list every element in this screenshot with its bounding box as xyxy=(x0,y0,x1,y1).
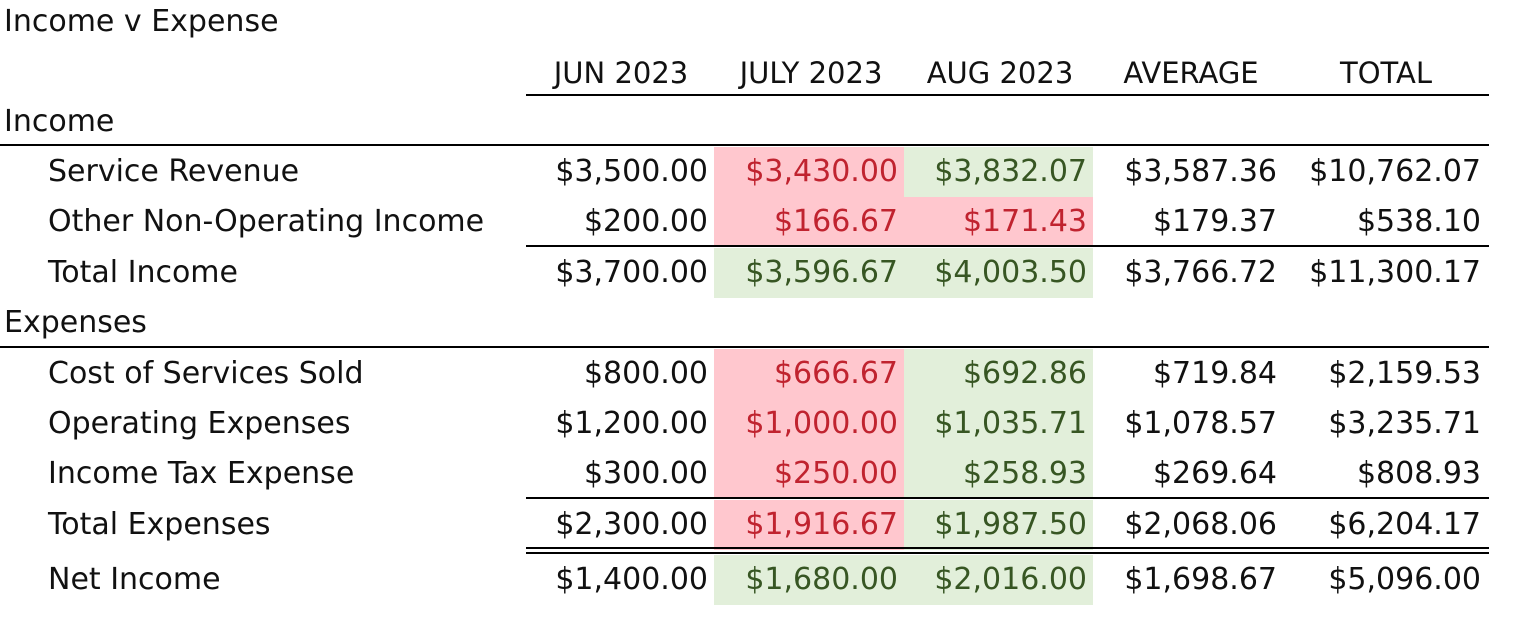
value-cell: $166.67 xyxy=(714,197,904,247)
table-row: Operating Expenses $1,200.00 $1,000.00 $… xyxy=(0,399,1534,449)
value-cell: $10,762.07 xyxy=(1309,154,1481,189)
value-cell: $3,832.07 xyxy=(904,147,1093,197)
report-title: Income v Expense xyxy=(4,4,279,39)
value-cell: $2,016.00 xyxy=(904,555,1093,605)
value-cell: $171.43 xyxy=(904,197,1093,247)
table-row: Cost of Services Sold $800.00 $666.67 $6… xyxy=(0,349,1534,399)
value-cell: $2,300.00 xyxy=(555,507,708,542)
section-label-income: Income xyxy=(4,104,115,139)
value-cell: $2,159.53 xyxy=(1328,356,1481,391)
value-cell: $3,596.67 xyxy=(714,248,904,298)
value-cell: $1,078.57 xyxy=(1124,406,1277,441)
value-cell: $5,096.00 xyxy=(1328,562,1481,597)
net-income-double-divider xyxy=(526,547,1489,554)
value-cell: $1,035.71 xyxy=(904,399,1093,449)
row-label: Income Tax Expense xyxy=(48,456,355,491)
value-cell: $800.00 xyxy=(583,356,708,391)
value-cell: $3,587.36 xyxy=(1124,154,1277,189)
column-header-jun-2023: JUN 2023 xyxy=(553,56,689,90)
row-label: Operating Expenses xyxy=(48,406,351,441)
value-cell: $258.93 xyxy=(904,449,1093,499)
value-cell: $1,400.00 xyxy=(555,562,708,597)
value-cell: $1,698.67 xyxy=(1124,562,1277,597)
section-label-expenses: Expenses xyxy=(4,305,147,340)
value-cell: $11,300.17 xyxy=(1309,255,1481,290)
column-header-july-2023: JULY 2023 xyxy=(739,56,883,90)
value-cell: $692.86 xyxy=(904,349,1093,399)
table-row: Income Tax Expense $300.00 $250.00 $258.… xyxy=(0,449,1534,499)
net-income-row: Net Income $1,400.00 $1,680.00 $2,016.00… xyxy=(0,555,1534,605)
value-cell: $666.67 xyxy=(714,349,904,399)
value-cell: $1,000.00 xyxy=(714,399,904,449)
value-cell: $3,235.71 xyxy=(1328,406,1481,441)
value-cell: $808.93 xyxy=(1356,456,1481,491)
value-cell: $6,204.17 xyxy=(1328,507,1481,542)
table-row: Service Revenue $3,500.00 $3,430.00 $3,8… xyxy=(0,147,1534,197)
row-label: Total Expenses xyxy=(48,507,271,542)
row-label: Other Non-Operating Income xyxy=(48,204,485,239)
table-row: Other Non-Operating Income $200.00 $166.… xyxy=(0,197,1534,247)
header-divider xyxy=(526,94,1489,96)
row-label: Cost of Services Sold xyxy=(48,356,364,391)
value-cell: $1,916.67 xyxy=(714,500,904,550)
row-label: Total Income xyxy=(48,255,238,290)
value-cell: $2,068.06 xyxy=(1124,507,1277,542)
value-cell: $4,003.50 xyxy=(904,248,1093,298)
section-divider-income xyxy=(0,144,1489,146)
value-cell: $300.00 xyxy=(583,456,708,491)
value-cell: $719.84 xyxy=(1152,356,1277,391)
value-cell: $250.00 xyxy=(714,449,904,499)
total-expenses-row: Total Expenses $2,300.00 $1,916.67 $1,98… xyxy=(0,500,1534,550)
value-cell: $1,987.50 xyxy=(904,500,1093,550)
value-cell: $3,766.72 xyxy=(1124,255,1277,290)
total-expenses-divider xyxy=(526,497,1489,499)
row-label: Service Revenue xyxy=(48,154,300,189)
value-cell: $200.00 xyxy=(583,204,708,239)
value-cell: $179.37 xyxy=(1152,204,1277,239)
row-label: Net Income xyxy=(48,562,221,597)
value-cell: $269.64 xyxy=(1152,456,1277,491)
total-income-row: Total Income $3,700.00 $3,596.67 $4,003.… xyxy=(0,248,1534,298)
value-cell: $1,200.00 xyxy=(555,406,708,441)
section-divider-expenses xyxy=(0,346,1489,348)
column-header-total: TOTAL xyxy=(1340,56,1432,90)
column-header-aug-2023: AUG 2023 xyxy=(926,56,1074,90)
value-cell: $538.10 xyxy=(1356,204,1481,239)
total-income-divider xyxy=(526,245,1489,247)
value-cell: $3,500.00 xyxy=(555,154,708,189)
column-header-average: AVERAGE xyxy=(1123,56,1259,90)
value-cell: $1,680.00 xyxy=(714,555,904,605)
value-cell: $3,700.00 xyxy=(555,255,708,290)
column-header-row: JUN 2023 JULY 2023 AUG 2023 AVERAGE TOTA… xyxy=(0,50,1534,96)
value-cell: $3,430.00 xyxy=(714,147,904,197)
